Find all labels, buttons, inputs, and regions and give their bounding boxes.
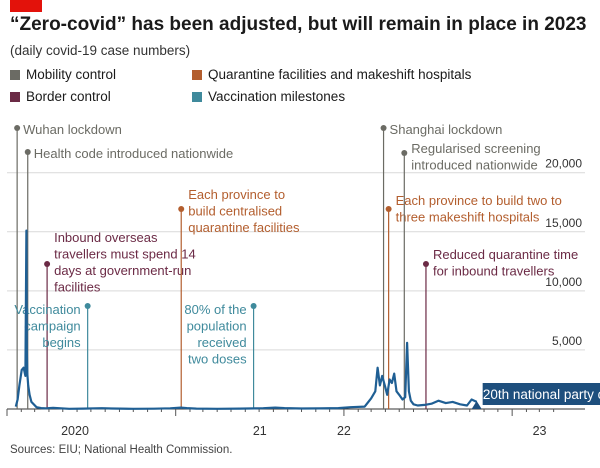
- legend-swatch-vaccination: [192, 91, 202, 102]
- x-tick-label: 21: [253, 424, 267, 438]
- legend-label-vaccination: Vaccination milestones: [208, 89, 346, 104]
- annotation-label: Wuhan lockdown: [23, 122, 122, 137]
- x-tick-label: 2020: [61, 424, 89, 438]
- annotation-label: received: [197, 335, 246, 350]
- y-tick-label: 20,000: [545, 157, 582, 171]
- chart-subtitle: (daily covid-19 case numbers): [10, 43, 191, 58]
- annotation-dot: [380, 125, 387, 131]
- series-line-daily-cases: [14, 229, 478, 410]
- annotation-dot: [401, 150, 408, 156]
- party-congress-box: [482, 383, 600, 405]
- legend: Mobility control Quarantine facilities a…: [10, 67, 590, 109]
- legend-label-quarantine: Quarantine facilities and makeshift hosp…: [208, 67, 472, 82]
- legend-swatch-border: [10, 91, 20, 102]
- annotation-label: Reduced quarantine time: [433, 247, 578, 262]
- annotation-dot: [422, 261, 429, 267]
- legend-label-mobility: Mobility control: [26, 67, 117, 82]
- annotation-label: Shanghai lockdown: [390, 122, 503, 137]
- annotation-label: introduced nationwide: [411, 158, 537, 173]
- legend-swatch-quarantine: [192, 69, 202, 80]
- annotation-label: three makeshift hospitals: [396, 210, 540, 225]
- party-congress-callout: 20th national party congress: [471, 383, 600, 409]
- annotation-label: population: [187, 319, 247, 334]
- party-congress-pointer: [471, 401, 482, 409]
- legend-item-vaccination: Vaccination milestones: [192, 89, 345, 104]
- annotation-label: begins: [42, 335, 81, 350]
- annotation-dot: [250, 303, 257, 309]
- annotation-label: quarantine facilities: [188, 220, 300, 235]
- legend-item-mobility: Mobility control: [10, 67, 116, 82]
- annotation-label: travellers must spend 14: [54, 247, 196, 262]
- annotation-label: campaign: [24, 319, 80, 334]
- x-tick-label: 22: [337, 424, 351, 438]
- source-note: Sources: EIU; National Health Commission…: [10, 444, 233, 456]
- chart-title: “Zero-covid” has been adjusted, but will…: [10, 14, 587, 35]
- annotation-dot: [44, 261, 51, 267]
- legend-swatch-mobility: [10, 69, 20, 80]
- legend-item-quarantine: Quarantine facilities and makeshift hosp…: [192, 67, 471, 82]
- annotation-label: facilities: [54, 280, 101, 295]
- legend-label-border: Border control: [26, 89, 111, 104]
- annotation-dot: [385, 206, 392, 212]
- annotation-dot: [14, 125, 21, 131]
- annotation-label: 80% of the: [184, 302, 246, 317]
- y-tick-label: 10,000: [545, 275, 582, 289]
- annotation-label: Regularised screening: [411, 141, 540, 156]
- annotation-label: two doses: [188, 352, 247, 367]
- y-tick-label: 5,000: [552, 334, 582, 348]
- x-tick-label: 23: [533, 424, 547, 438]
- annotation-label: Each province to build two to: [396, 193, 562, 208]
- annotation-label: Health code introduced nationwide: [34, 146, 233, 161]
- annotation-dot: [84, 303, 91, 309]
- brand-red-bar: [10, 0, 42, 12]
- annotation-dot: [24, 149, 31, 155]
- y-tick-label: 15,000: [545, 216, 582, 230]
- annotation-label: Vaccination: [14, 302, 80, 317]
- annotation-label: for inbound travellers: [433, 264, 555, 279]
- legend-item-border: Border control: [10, 89, 111, 104]
- annotation-label: days at government-run: [54, 263, 191, 278]
- annotation-label: Each province to: [188, 187, 285, 202]
- annotation-dot: [178, 206, 185, 212]
- party-congress-label: 20th national party congress: [483, 387, 600, 402]
- annotation-label: build centralised: [188, 204, 282, 219]
- annotation-label: Inbound overseas: [54, 230, 158, 245]
